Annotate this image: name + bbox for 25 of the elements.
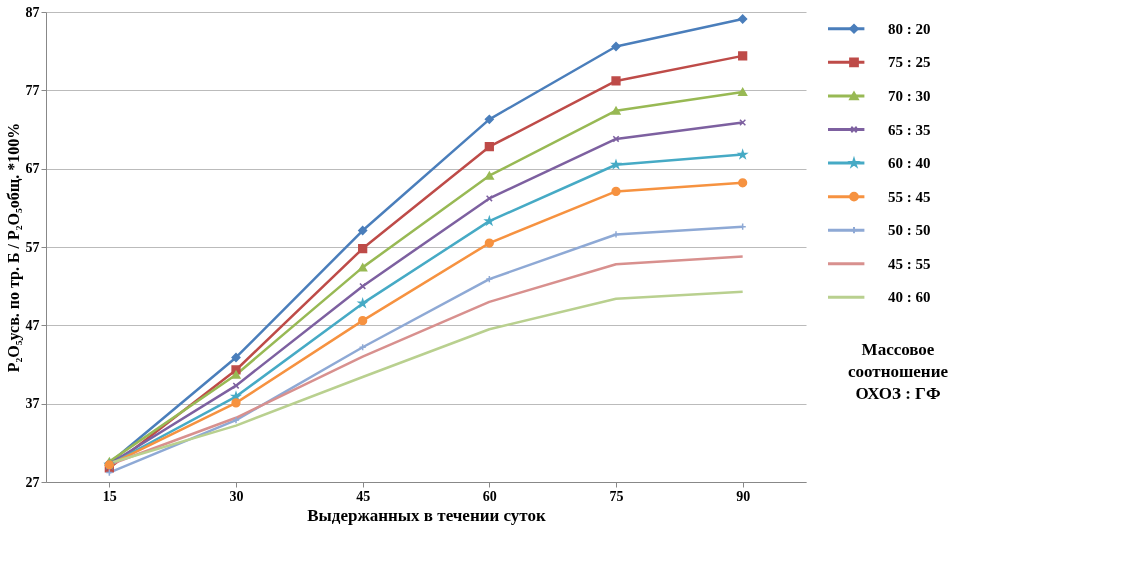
- x-tick-label: 90: [736, 488, 751, 504]
- y-tick-label: 37: [25, 396, 40, 412]
- legend-label: 70 : 30: [888, 87, 931, 104]
- x-tick-label: 15: [102, 488, 117, 504]
- x-axis-title: Выдержанных в течении суток: [307, 505, 546, 525]
- legend-title: Массовое соотношение ОХОЗ : ГФ: [848, 340, 949, 403]
- legend-label: 50 : 50: [888, 222, 931, 239]
- legend-label: 40 : 60: [888, 289, 931, 306]
- legend-label: 75 : 25: [888, 54, 931, 71]
- y-tick-label: 57: [25, 239, 40, 255]
- y-tick-label: 67: [25, 161, 40, 177]
- x-tick-label: 30: [229, 488, 244, 504]
- legend-label: 60 : 40: [888, 155, 931, 172]
- x-tick-label: 75: [609, 488, 624, 504]
- legend-label: 80 : 20: [888, 20, 931, 37]
- y-tick-label: 77: [25, 82, 40, 98]
- y-tick-label: 47: [25, 317, 40, 333]
- legend-label: 45 : 55: [888, 255, 931, 272]
- x-tick-label: 45: [356, 488, 371, 504]
- y-axis-title: P₂O₅усв. по тр. Б / P₂O₅общ. *100%: [4, 122, 23, 373]
- legend-label: 65 : 35: [888, 121, 931, 138]
- y-tick-label: 87: [25, 4, 40, 20]
- legend-label: 55 : 45: [888, 188, 931, 205]
- y-tick-label: 27: [25, 474, 40, 490]
- x-tick-label: 60: [482, 488, 497, 504]
